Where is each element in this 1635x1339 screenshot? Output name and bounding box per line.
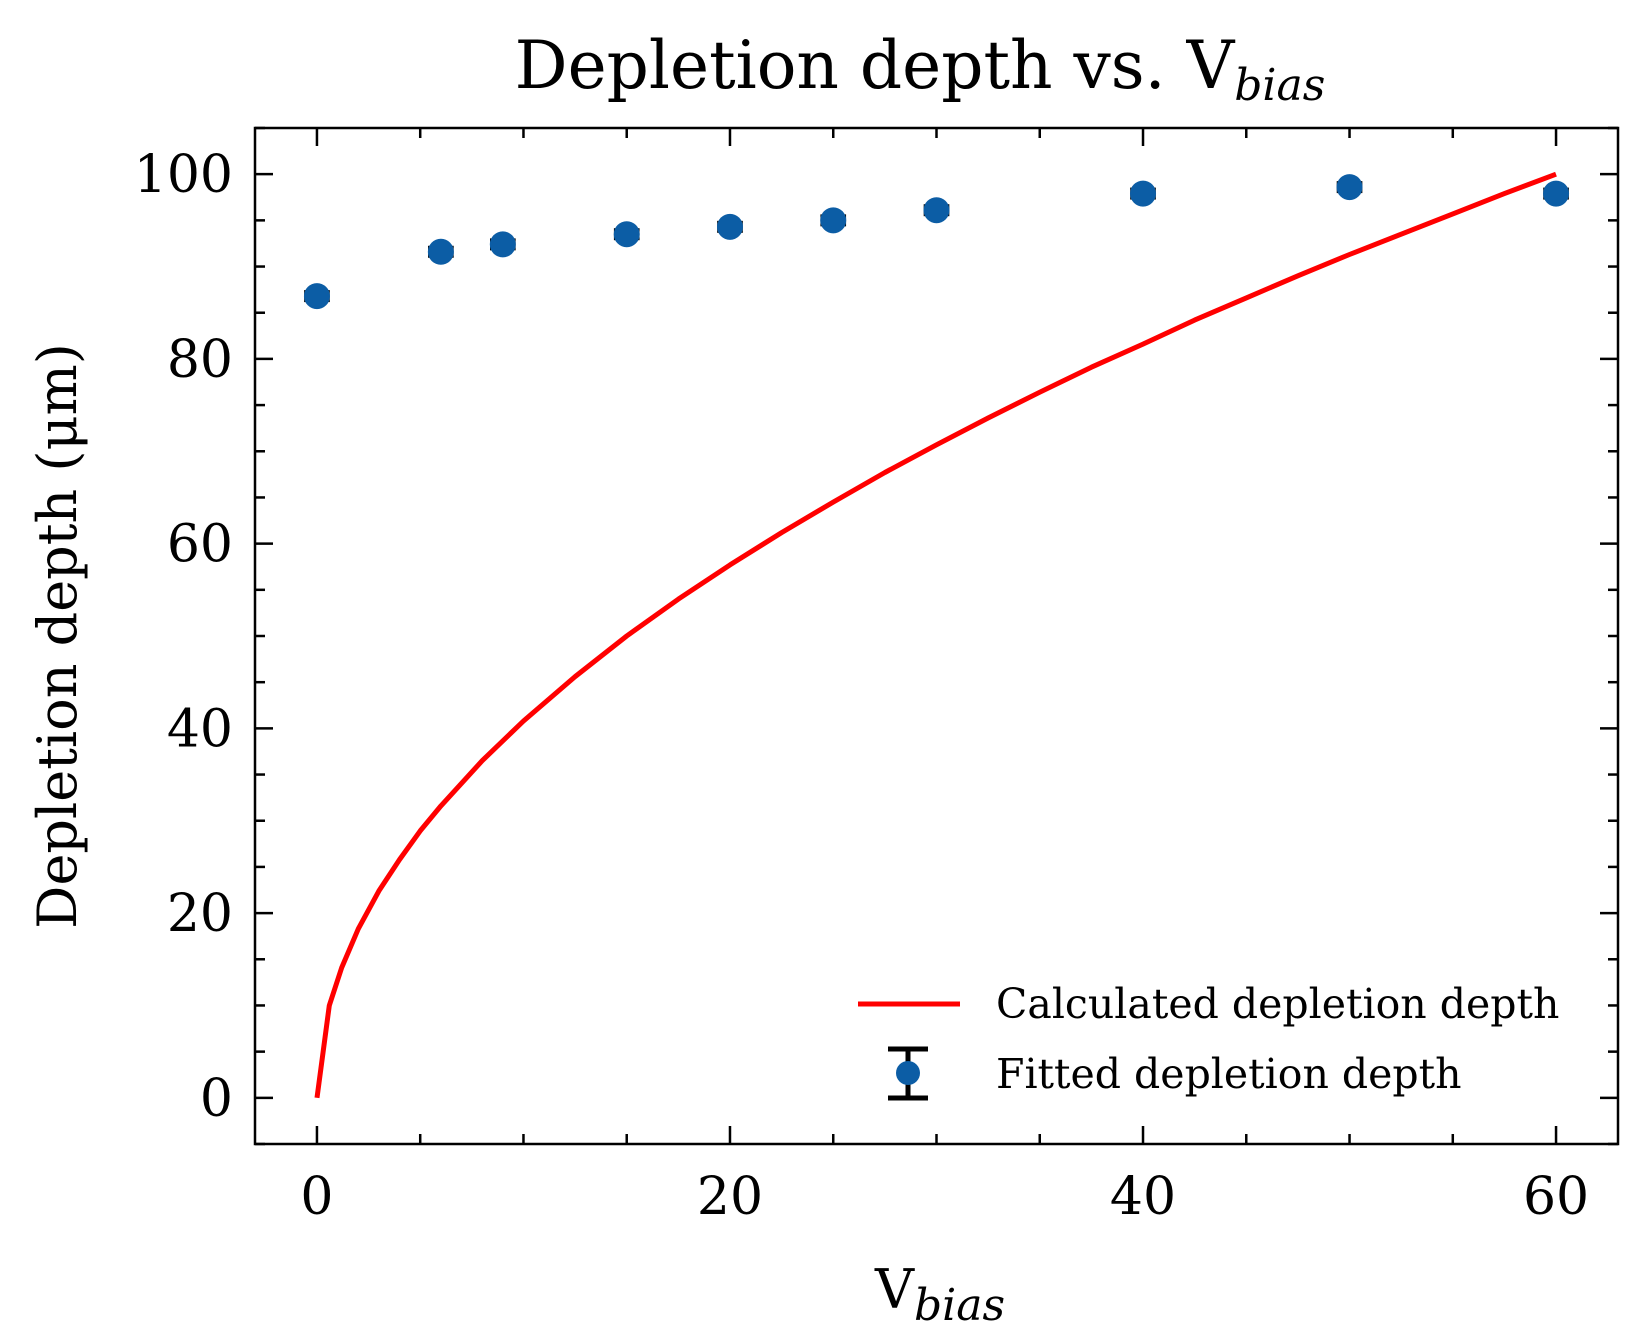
fitted-marker: [820, 207, 847, 234]
chart-title: Depletion depth vs. Vbias: [515, 27, 1326, 111]
fitted-marker: [303, 283, 330, 310]
y-tick-label: 20: [167, 884, 233, 944]
tick-labels: 0 20 40 60 0 20 40 60 80 100: [134, 145, 1589, 1227]
x-tick-label: 20: [697, 1167, 763, 1227]
fitted-marker: [716, 213, 743, 240]
fitted-marker: [923, 197, 950, 224]
legend-label-fitted: Fitted depletion depth: [996, 1050, 1462, 1098]
x-axis-label: Vbias: [874, 1258, 1005, 1331]
fitted-series: [303, 174, 1570, 310]
fitted-point: [427, 238, 454, 265]
y-tick-label: 80: [167, 330, 233, 390]
fitted-point: [716, 213, 743, 240]
fitted-marker: [1336, 174, 1363, 201]
axis-ticks: [255, 126, 1618, 1146]
legend-label-calculated: Calculated depletion depth: [996, 980, 1559, 1028]
fitted-marker: [1543, 180, 1570, 207]
y-tick-label: 60: [167, 515, 233, 575]
x-tick-label: 40: [1110, 1167, 1176, 1227]
legend: Calculated depletion depth Fitted deplet…: [858, 980, 1559, 1101]
fitted-point: [613, 221, 640, 248]
calculated-series: [314, 171, 1557, 1099]
y-tick-label: 40: [167, 699, 233, 759]
fitted-point: [303, 283, 330, 310]
fitted-marker: [427, 238, 454, 265]
y-tick-label: 0: [200, 1069, 233, 1129]
fitted-point: [1336, 174, 1363, 201]
x-tick-label: 0: [300, 1167, 333, 1227]
legend-errorbar-swatch: [888, 1046, 928, 1101]
fitted-point: [489, 231, 516, 258]
fitted-point: [1543, 180, 1570, 207]
calculated-depletion-line: [314, 171, 1557, 1099]
fitted-marker: [1130, 180, 1157, 207]
y-axis-label: Depletion depth (μm): [26, 343, 89, 929]
fitted-marker: [613, 221, 640, 248]
fitted-point: [820, 207, 847, 234]
x-tick-label: 60: [1523, 1167, 1589, 1227]
fitted-point: [923, 197, 950, 224]
y-tick-label: 100: [134, 145, 233, 205]
fitted-marker: [489, 231, 516, 258]
fitted-point: [1130, 180, 1157, 207]
